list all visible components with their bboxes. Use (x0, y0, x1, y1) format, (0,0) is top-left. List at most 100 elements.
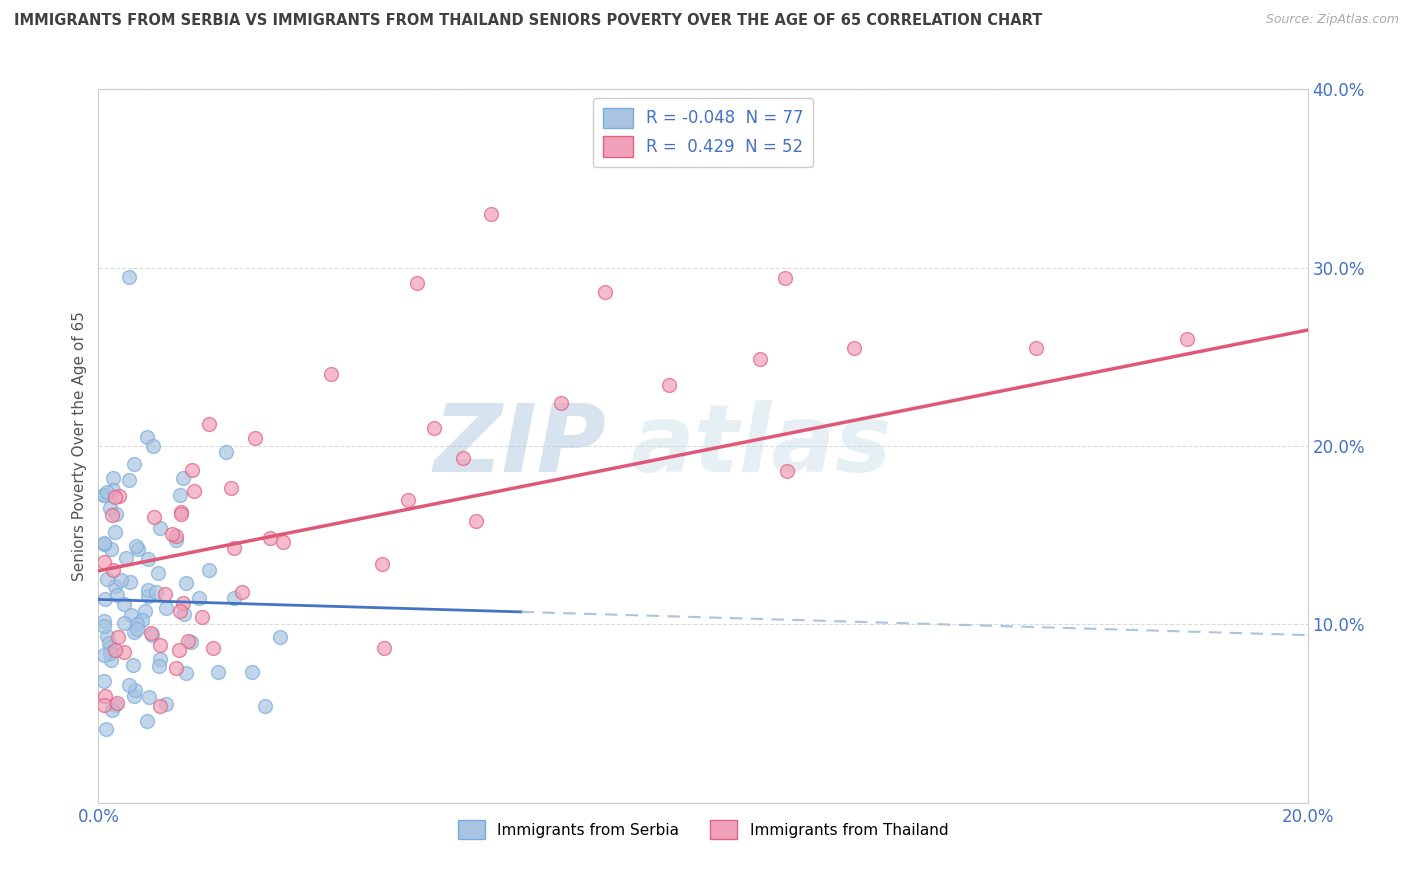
Point (136, 552, 159, 566)
Point (271, 535, 294, 549)
Point (172, 471, 194, 485)
Point (183, 483, 205, 498)
Point (180, 634, 202, 648)
Point (593, 285, 616, 300)
Point (100, 542, 122, 557)
Point (215, 445, 238, 459)
Point (1175, 332, 1198, 346)
Point (191, 610, 214, 624)
Point (240, 665, 263, 679)
Point (101, 563, 124, 577)
Point (422, 420, 444, 434)
Point (96, 629, 118, 643)
Point (136, 582, 159, 597)
Point (104, 524, 127, 539)
Point (118, 575, 141, 590)
Point (105, 696, 128, 710)
Point (94, 722, 117, 736)
Point (98, 636, 121, 650)
Point (269, 630, 291, 644)
Point (176, 576, 198, 591)
Point (165, 528, 187, 542)
Point (406, 277, 429, 291)
Point (104, 579, 127, 593)
Point (131, 613, 153, 627)
Point (222, 541, 245, 555)
Point (142, 510, 165, 524)
Text: atlas: atlas (630, 400, 891, 492)
Point (115, 551, 138, 566)
Point (1024, 341, 1046, 355)
Text: IMMIGRANTS FROM SERBIA VS IMMIGRANTS FROM THAILAND SENIORS POVERTY OVER THE AGE : IMMIGRANTS FROM SERBIA VS IMMIGRANTS FRO… (14, 13, 1042, 29)
Point (93, 537, 115, 551)
Point (243, 432, 266, 446)
Y-axis label: Seniors Poverty Over the Age of 65: Seniors Poverty Over the Age of 65 (72, 311, 87, 581)
Point (101, 703, 124, 717)
Point (120, 607, 142, 622)
Point (231, 585, 253, 599)
Point (135, 430, 157, 444)
Point (396, 493, 419, 508)
Point (93, 555, 115, 569)
Point (464, 514, 486, 528)
Point (451, 450, 474, 465)
Point (93, 488, 115, 502)
Point (98, 500, 121, 515)
Point (93, 487, 115, 501)
Point (98, 640, 121, 655)
Point (93, 614, 115, 628)
Point (219, 482, 242, 496)
Point (100, 653, 122, 667)
Point (173, 607, 195, 621)
Point (160, 527, 183, 541)
Point (169, 488, 191, 502)
Point (103, 483, 125, 497)
Point (198, 417, 221, 432)
Point (149, 638, 172, 652)
Point (373, 641, 395, 656)
Point (222, 591, 245, 605)
Point (118, 269, 141, 284)
Text: ZIP: ZIP (433, 400, 606, 492)
Point (658, 377, 681, 392)
Point (127, 616, 149, 631)
Point (110, 573, 132, 587)
Point (153, 587, 176, 601)
Point (112, 597, 135, 611)
Point (107, 630, 129, 644)
Point (149, 698, 172, 713)
Point (125, 539, 148, 553)
Point (139, 626, 162, 640)
Point (100, 508, 122, 523)
Point (124, 624, 146, 639)
Point (112, 645, 135, 659)
Point (177, 633, 200, 648)
Point (149, 651, 172, 665)
Point (104, 507, 127, 521)
Point (94, 591, 117, 606)
Point (775, 271, 797, 285)
Point (202, 641, 225, 656)
Point (550, 396, 572, 410)
Point (371, 557, 394, 571)
Point (181, 463, 204, 477)
Point (112, 615, 135, 630)
Point (104, 698, 127, 712)
Point (127, 542, 149, 557)
Point (169, 504, 191, 518)
Point (105, 588, 128, 602)
Point (481, 207, 503, 221)
Point (93, 535, 115, 549)
Point (172, 596, 194, 610)
Point (844, 341, 866, 355)
Point (198, 563, 221, 577)
Point (187, 591, 209, 605)
Point (101, 470, 124, 484)
Point (138, 589, 160, 603)
Point (148, 658, 170, 673)
Point (134, 603, 156, 617)
Point (167, 643, 190, 657)
Point (94, 689, 117, 703)
Point (122, 689, 145, 703)
Text: Source: ZipAtlas.com: Source: ZipAtlas.com (1265, 13, 1399, 27)
